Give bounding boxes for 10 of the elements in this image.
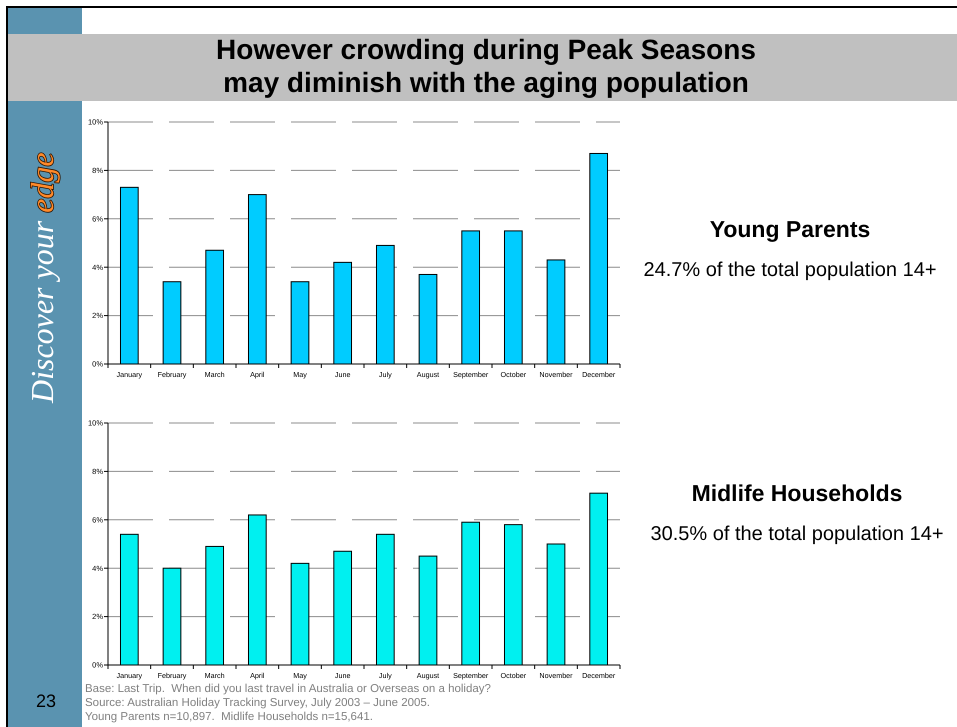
text: 23 — [36, 691, 56, 711]
text: Midlife Households — [692, 480, 902, 506]
text: 24.7% of the total population 14+ — [643, 259, 937, 281]
text: Base: Last Trip. When did you last travel in Australia or Overseas on a holiday? — [85, 683, 491, 695]
text: Young Parents n=10,897. Midlife Households n=15,641. — [85, 711, 373, 723]
source-note: Source: Australian Holiday Tracking Survey, July 2003 – June 2005. — [85, 697, 430, 709]
text: 30.5% of the total population 14+ — [650, 523, 944, 545]
text: Discover your edge — [24, 152, 60, 404]
chart-title: However crowding during Peak Seasons may diminish with the aging population — [216, 34, 756, 98]
text: Young Parents — [710, 216, 870, 242]
